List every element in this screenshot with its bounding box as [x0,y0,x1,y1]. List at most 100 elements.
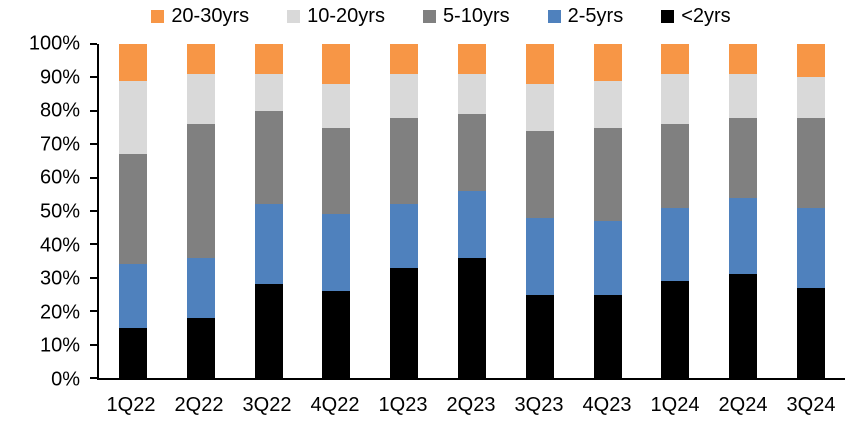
y-axis-tick-label: 80% [39,99,80,122]
bar-segment-20-30yrs [797,44,826,78]
bar-slot-4q23 [574,44,642,378]
bar-segment-2-5yrs [186,257,215,318]
bar-segment-20-30yrs [661,44,690,75]
bar-segment-2yrs [729,274,758,378]
bar-segment-5-10yrs [457,114,486,191]
bar-segment-2-5yrs [390,204,419,268]
legend: 20-30yrs 10-20yrs 5-10yrs 2-5yrs <2yrs [30,5,852,28]
bar-segment-5-10yrs [729,117,758,198]
y-axis-tick-mark [90,43,97,45]
legend-item-2yrs: <2yrs [661,5,731,28]
bar-segment-2yrs [457,257,486,378]
bar-segment-10-20yrs [661,74,690,125]
bar-segment-20-30yrs [118,44,147,81]
legend-label: 20-30yrs [171,5,250,27]
y-axis-tick-mark [90,76,97,79]
x-axis-label: 2Q23 [446,394,496,416]
bar-segment-2yrs [525,294,554,378]
legend-label: 2-5yrs [567,5,624,27]
bar-slot-4q22 [302,44,370,378]
bar-segment-5-10yrs [525,130,554,218]
bar-segment-2yrs [254,284,283,378]
bar-segment-2yrs [661,281,690,378]
bar-segment-2-5yrs [729,197,758,275]
bar-slot-1q23 [370,44,438,378]
stacked-bar-3q23 [525,44,554,378]
legend-label: <2yrs [681,5,731,27]
stacked-bar-2q24 [729,44,758,378]
legend-swatch-icon [287,10,301,23]
bar-slot-3q22 [235,44,303,378]
bar-slot-1q22 [99,44,167,378]
bar-segment-5-10yrs [254,110,283,205]
bar-segment-10-20yrs [457,74,486,115]
bar-segment-2yrs [797,287,826,378]
stacked-bar-4q23 [593,44,622,378]
bar-segment-20-30yrs [322,44,351,85]
y-axis-tick-mark [90,343,97,346]
y-axis-tick-mark [90,310,97,313]
x-axis-label: 2Q24 [718,394,768,416]
bar-segment-20-30yrs [457,44,486,75]
bar-segment-20-30yrs [525,44,554,85]
bar-segment-5-10yrs [661,124,690,208]
bar-segment-10-20yrs [525,84,554,131]
y-axis-tick-label: 50% [39,200,80,223]
bar-slot-3q23 [506,44,574,378]
y-axis-tick-mark [90,109,97,112]
bar-segment-20-30yrs [593,44,622,81]
y-axis-tick-label: 90% [39,66,80,89]
y-axis-tick-mark [90,176,97,179]
bar-segment-2-5yrs [593,221,622,295]
bar-segment-10-20yrs [797,77,826,118]
y-axis-tick-label: 30% [39,267,80,290]
y-axis-tick-mark [90,377,97,379]
bar-segment-20-30yrs [729,44,758,75]
bar-segment-2yrs [186,317,215,378]
y-axis-tick-label: 70% [39,133,80,156]
bar-segment-20-30yrs [254,44,283,75]
x-axis-label: 1Q22 [106,394,156,416]
bar-slot-1q24 [642,44,710,378]
x-axis-label: 4Q23 [582,394,632,416]
stacked-bar-3q24 [797,44,826,378]
x-axis-labels: 1Q22 2Q22 3Q22 4Q22 1Q23 2Q23 3Q23 4Q23 1Q24 2Q24… [97,394,845,417]
stacked-bar-1q23 [390,44,419,378]
legend-item-20-30yrs: 20-30yrs [151,5,249,28]
bar-segment-5-10yrs [593,127,622,222]
bar-segment-2yrs [118,327,147,378]
bar-segment-10-20yrs [186,74,215,125]
bar-segment-20-30yrs [390,44,419,75]
bar-slot-2q22 [167,44,235,378]
legend-label: 5-10yrs [442,5,510,27]
bar-segment-10-20yrs [593,80,622,128]
bar-segment-2-5yrs [525,217,554,295]
bar-segment-5-10yrs [118,154,147,265]
bar-slot-3q24 [777,44,845,378]
legend-item-5-10yrs: 5-10yrs [422,5,510,28]
x-axis-label: 1Q23 [378,394,428,416]
bar-segment-2yrs [593,294,622,378]
y-axis-labels: 100% 90% 80% 70% 60% 50% 40% 30% 20% 10% 0% [0,33,80,391]
x-axis-label: 1Q24 [650,394,700,416]
legend-item-2-5yrs: 2-5yrs [547,5,624,28]
stacked-bar-1q24 [661,44,690,378]
y-axis-tick-label: 20% [39,301,80,324]
bar-segment-5-10yrs [797,117,826,208]
bar-segment-10-20yrs [322,84,351,128]
bar-segment-2-5yrs [661,207,690,282]
x-axis-label: 2Q22 [174,394,224,416]
y-axis-tick-label: 0% [51,368,80,391]
stacked-bar-4q22 [322,44,351,378]
y-axis-tick-mark [90,210,97,212]
bar-segment-2yrs [390,267,419,378]
bar-segment-2-5yrs [797,207,826,288]
legend-swatch-icon [422,10,436,23]
y-axis-tick-mark [90,243,97,246]
x-axis-label: 4Q22 [310,394,360,416]
y-axis-tick-label: 60% [39,166,80,189]
y-axis-tick-label: 10% [39,334,80,357]
x-axis-label: 3Q22 [242,394,292,416]
legend-label: 10-20yrs [307,5,385,27]
